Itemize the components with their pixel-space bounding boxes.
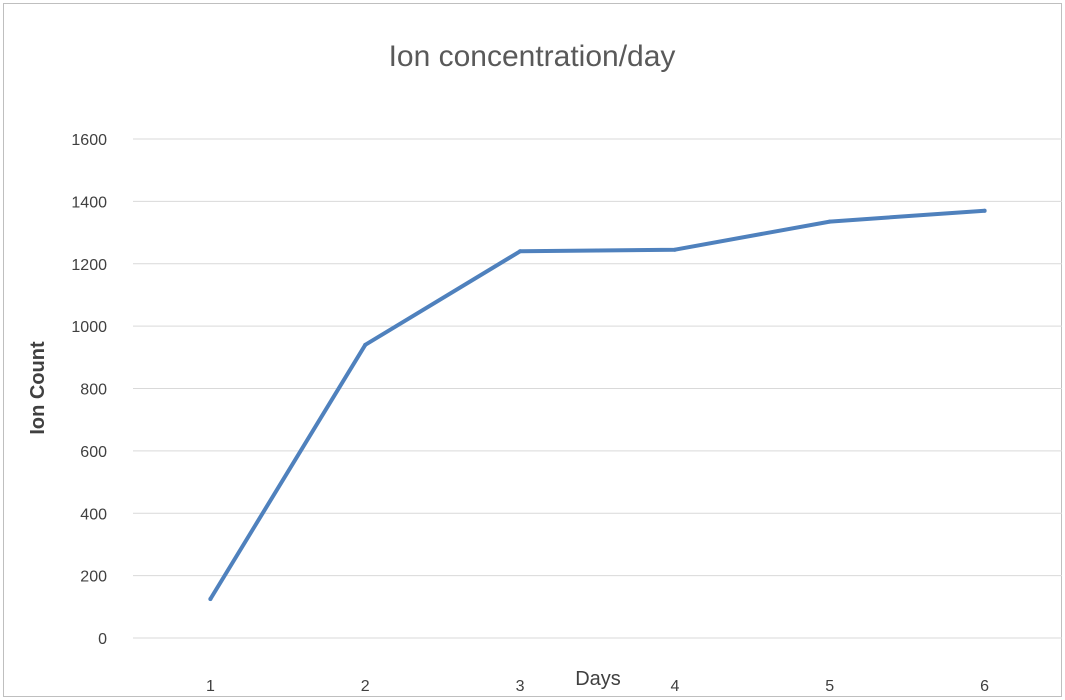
y-tick-label: 0: [98, 631, 107, 648]
data-point: [363, 342, 368, 347]
series-layer: [208, 208, 987, 602]
x-tick-label: 4: [670, 678, 679, 695]
y-tick-label: 1600: [71, 132, 107, 149]
x-axis-ticks: 1 2 3 4 5 6: [206, 678, 989, 695]
y-tick-label: 600: [80, 444, 107, 461]
y-tick-label: 1000: [71, 319, 107, 336]
y-tick-label: 400: [80, 506, 107, 523]
y-tick-label: 1200: [71, 257, 107, 274]
data-point: [827, 219, 832, 224]
y-tick-label: 800: [80, 382, 107, 399]
data-point: [208, 597, 213, 602]
x-tick-label: 1: [206, 678, 215, 695]
chart-frame: [3, 3, 1062, 697]
x-tick-label: 6: [980, 678, 989, 695]
y-axis-ticks: 0 200 400 600 800 1000 1200 1400 1600: [71, 132, 107, 648]
y-tick-label: 200: [80, 569, 107, 586]
series-line: [208, 208, 987, 601]
y-tick-label: 1400: [71, 194, 107, 211]
x-tick-label: 2: [361, 678, 370, 695]
x-tick-label: 5: [825, 678, 834, 695]
data-point: [518, 249, 523, 254]
gridlines: [133, 138, 1062, 639]
x-tick-label: 3: [516, 678, 525, 695]
data-point: [672, 247, 677, 252]
data-point: [982, 208, 987, 213]
x-axis-label: Days: [575, 668, 621, 690]
chart-title: Ion concentration/day: [389, 40, 676, 73]
y-axis-label: Ion Count: [27, 341, 49, 435]
